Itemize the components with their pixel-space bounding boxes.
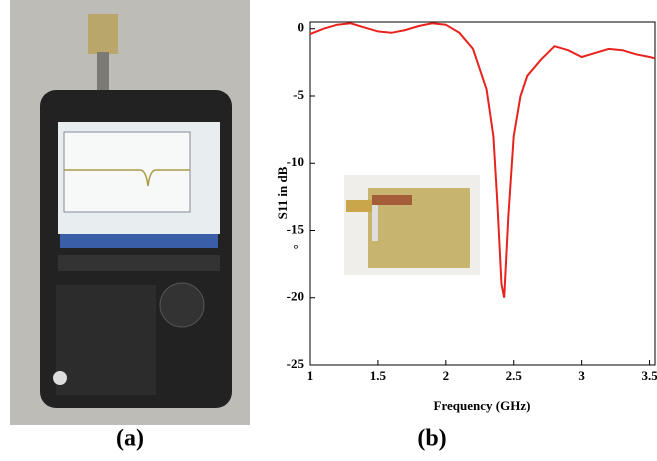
inset-photo	[344, 175, 480, 275]
inset-connector	[346, 200, 372, 212]
antenna	[88, 14, 118, 54]
x-tick-label: 2	[443, 368, 450, 383]
x-tick-label: 3	[578, 368, 585, 383]
screen-trace	[64, 169, 190, 187]
inset-component	[372, 195, 412, 205]
plot-frame	[309, 21, 656, 366]
y-tick-label: -15	[287, 221, 305, 236]
y-tick-label: -5	[293, 87, 304, 102]
x-axis-label: Frequency (GHz)	[434, 398, 531, 413]
screen-plot	[63, 131, 191, 213]
x-tick-label: 1.5	[370, 368, 387, 383]
x-tick-label: 2.5	[506, 368, 523, 383]
annotation: °	[293, 241, 298, 256]
x-tick-label: 3.5	[641, 368, 657, 383]
inset-strip	[372, 205, 378, 241]
y-tick-label: 0	[298, 20, 305, 35]
caption-b: (b)	[417, 426, 446, 452]
connector	[97, 52, 109, 92]
y-tick-label: -10	[287, 154, 304, 169]
screen-softkeys	[60, 234, 218, 248]
curve	[309, 22, 656, 298]
power-button	[53, 371, 67, 385]
function-keys	[58, 255, 220, 271]
y-axis-label: S11 in dB	[275, 166, 290, 219]
y-tick-label: -25	[287, 356, 305, 371]
keypad	[56, 285, 156, 395]
photo-analyzer	[10, 0, 250, 425]
caption-a: (a)	[116, 426, 144, 452]
y-tick-label: -20	[287, 289, 304, 304]
x-tick-label: 1	[307, 368, 314, 383]
rotary-knob	[159, 282, 205, 328]
